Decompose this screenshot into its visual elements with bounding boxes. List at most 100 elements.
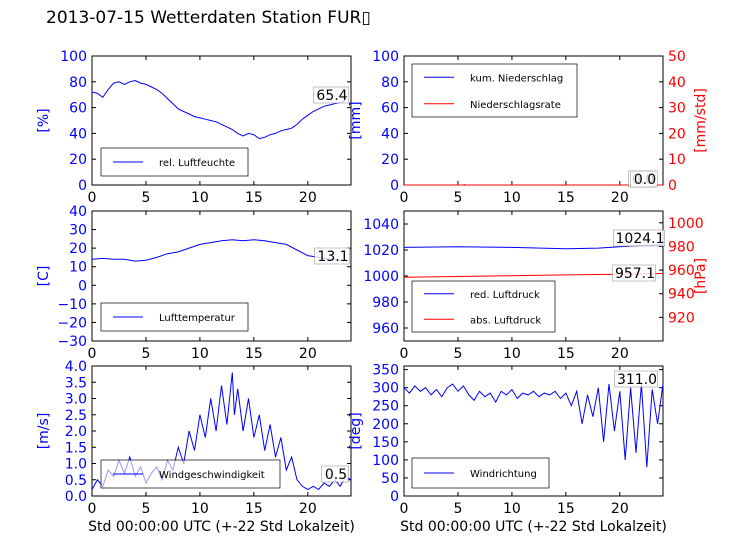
temperature-ytick-label: 20 <box>69 241 87 257</box>
pressure-ytick-label: 1020 <box>363 243 399 259</box>
page-title: 2013-07-15 Wetterdaten Station FUR▯ <box>46 8 371 28</box>
windspeed-annotation-box <box>321 465 349 483</box>
pressure-y2tick-label: 920 <box>668 310 695 326</box>
temperature-annotation-box <box>314 247 350 265</box>
pressure-xtick-label: 20 <box>611 346 629 362</box>
pressure-legend-label: abs. Luftdruck <box>470 315 541 326</box>
temperature-series-0 <box>91 239 349 262</box>
humidity-xtick-label: 20 <box>299 190 317 206</box>
windspeed-legend-label: Windgeschwindigkeit <box>159 470 265 481</box>
precipitation-annotation-box <box>630 170 658 188</box>
pressure-y2label: [hPa] <box>693 258 709 294</box>
winddirection-ytick-label: 200 <box>372 417 399 433</box>
winddirection-xtick-label: 0 <box>400 501 409 517</box>
precipitation-xtick-label: 5 <box>453 190 462 206</box>
temperature-xtick-label: 0 <box>88 346 97 362</box>
pressure-xtick-label: 5 <box>453 346 462 362</box>
pressure-y2tick-label: 960 <box>668 263 695 279</box>
humidity-xtick-label: 5 <box>141 190 150 206</box>
winddirection-xtick-label: 5 <box>453 501 462 517</box>
temperature-ytick-label: −30 <box>57 334 87 350</box>
pressure-y2tick-label: 980 <box>668 239 695 255</box>
windspeed-ytick-label: 3.5 <box>65 375 87 391</box>
winddirection-ytick-label: 300 <box>372 381 399 397</box>
precipitation-ylabel: [mm] <box>348 101 364 139</box>
windspeed-ytick-label: 1.0 <box>65 457 87 473</box>
precipitation-ytick-label: 100 <box>372 49 399 65</box>
humidity-ytick-label: 20 <box>69 152 87 168</box>
precipitation-y2label: [mm/std] <box>693 88 709 153</box>
temperature-annotation: 13.1 <box>317 249 348 265</box>
precipitation-xtick-label: 0 <box>400 190 409 206</box>
precipitation-y2tick-label: 50 <box>668 49 686 65</box>
winddirection-annotation: 311.0 <box>617 372 657 388</box>
pressure-legend-label: red. Luftdruck <box>470 290 540 301</box>
humidity-xtick-label: 10 <box>191 190 209 206</box>
pressure-ytick-label: 1040 <box>363 217 399 233</box>
windspeed-xtick-label: 10 <box>191 501 209 517</box>
windspeed-xtick-label: 5 <box>141 501 150 517</box>
humidity-ytick-label: 80 <box>69 75 87 91</box>
precipitation-legend-label: Niederschlagsrate <box>470 100 561 111</box>
pressure-xtick-label: 10 <box>503 346 521 362</box>
winddirection-ytick-label: 50 <box>381 471 399 487</box>
humidity-xtick-label: 0 <box>88 190 97 206</box>
precipitation-xtick-label: 10 <box>503 190 521 206</box>
humidity-annotation: 65.4 <box>316 88 347 104</box>
precipitation-legend <box>411 63 578 118</box>
humidity-frame <box>91 55 352 186</box>
temperature-xtick-label: 20 <box>299 346 317 362</box>
pressure-xtick-label: 15 <box>557 346 575 362</box>
windspeed-ytick-label: 2.0 <box>65 424 87 440</box>
pressure-ytick-label: 980 <box>372 295 399 311</box>
temperature-frame <box>91 210 352 342</box>
humidity-series-0 <box>91 79 346 140</box>
precipitation-y2tick-label: 30 <box>668 101 686 117</box>
temperature-xtick-label: 5 <box>141 346 150 362</box>
humidity-xtick-label: 15 <box>245 190 263 206</box>
humidity-annotation-box <box>313 86 349 104</box>
winddirection-ytick-label: 100 <box>372 453 399 469</box>
precipitation-xtick-label: 20 <box>611 190 629 206</box>
humidity-ytick-label: 100 <box>60 49 87 65</box>
winddirection-xtick-label: 15 <box>557 501 575 517</box>
winddirection-series-0 <box>403 383 664 468</box>
pressure-annotation: 1024.1 <box>616 231 665 247</box>
winddirection-ytick-label: 250 <box>372 399 399 415</box>
humidity-legend-label: rel. Luftfeuchte <box>159 158 235 169</box>
windspeed-ytick-label: 3.0 <box>65 392 87 408</box>
winddirection-xtick-label: 20 <box>611 501 629 517</box>
temperature-ytick-label: 30 <box>69 223 87 239</box>
temperature-ylabel: [C] <box>36 266 52 287</box>
precipitation-ytick-label: 40 <box>381 126 399 142</box>
precipitation-ytick-label: 0 <box>390 178 399 194</box>
humidity-ytick-label: 0 <box>78 178 87 194</box>
precipitation-series-1 <box>404 183 663 186</box>
winddirection-frame <box>403 365 664 497</box>
windspeed-ytick-label: 0.0 <box>65 489 87 505</box>
pressure-annotation-box <box>612 264 656 282</box>
winddirection-xlabel: Std 00:00:00 UTC (+-22 Std Lokalzeit) <box>400 519 667 535</box>
humidity-ylabel: [%] <box>36 108 52 132</box>
windspeed-xlabel: Std 00:00:00 UTC (+-22 Std Lokalzeit) <box>88 519 355 535</box>
pressure-ytick-label: 1000 <box>363 269 399 285</box>
pressure-legend <box>411 280 556 333</box>
temperature-xtick-label: 10 <box>191 346 209 362</box>
pressure-annotation: 957.1 <box>615 266 655 282</box>
windspeed-ytick-label: 4.0 <box>65 359 87 375</box>
windspeed-ylabel: [m/s] <box>36 413 52 450</box>
temperature-ytick-label: −10 <box>57 297 87 313</box>
temperature-ytick-label: −20 <box>57 315 87 331</box>
pressure-y2tick-label: 940 <box>668 287 695 303</box>
windspeed-xtick-label: 0 <box>88 501 97 517</box>
winddirection-legend-label: Windrichtung <box>470 469 537 480</box>
pressure-xtick-label: 0 <box>400 346 409 362</box>
humidity-ytick-label: 60 <box>69 101 87 117</box>
precipitation-y2tick-label: 40 <box>668 75 686 91</box>
windspeed-xtick-label: 15 <box>245 501 263 517</box>
temperature-ytick-label: 0 <box>78 278 87 294</box>
winddirection-ytick-label: 0 <box>390 489 399 505</box>
winddirection-annotation-box <box>614 370 658 388</box>
precipitation-xtick-label: 15 <box>557 190 575 206</box>
